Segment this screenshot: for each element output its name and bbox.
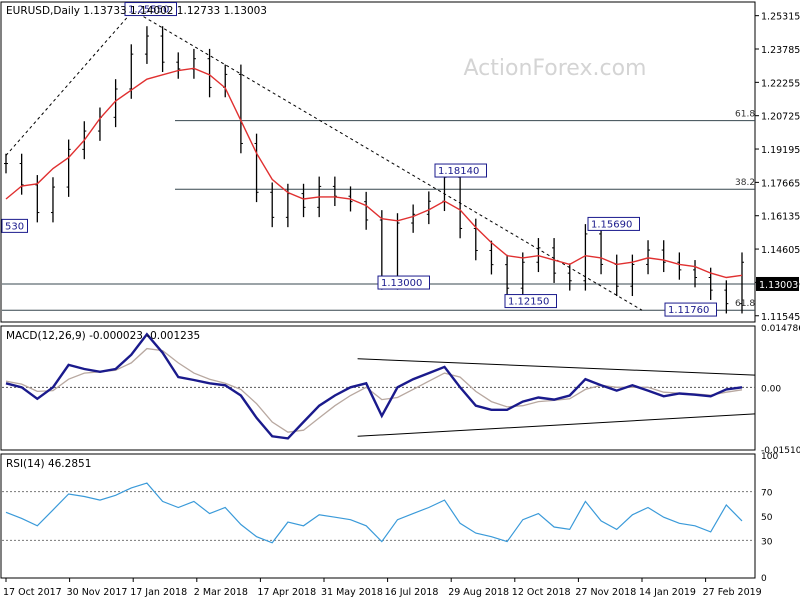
macd-y-tick-label: 0.014786 (761, 324, 800, 334)
x-tick-label: 29 Aug 2018 (448, 587, 509, 598)
macd-header: MACD(12,26,9) -0.000023 -0.001235 (6, 330, 200, 342)
axis-labels-group: 1.25315 1.23785 1.22255 1.20725 1.19195 1.176… (3, 12, 800, 598)
price-y-tick-label: 1.16135 (761, 212, 800, 223)
price-y-tick-label: 1.23785 (761, 45, 800, 56)
rsi-y-tick-label: 50 (761, 513, 773, 523)
rsi-y-tick-label: 100 (761, 452, 778, 462)
x-tick-label: 16 Jul 2018 (385, 587, 439, 598)
price-annotation-label: 1.25550 (128, 5, 169, 16)
x-tick-label: 31 May 2018 (321, 587, 383, 598)
x-tick-label: 12 Oct 2018 (512, 587, 571, 598)
price-y-tick-label: 1.22255 (761, 78, 800, 89)
macd-series-group (2, 332, 756, 440)
price-y-tick-label: 1.19195 (761, 145, 800, 156)
fib-level-label: 38.2 (735, 178, 755, 188)
rsi-y-tick-label: 70 (761, 489, 773, 499)
current-price-label: 1.13003 (759, 280, 798, 291)
watermark: ActionForex.com (464, 56, 647, 81)
macd-trendline (357, 358, 756, 376)
annotations-group: 1.25550 1.18140 1.15690 1.13000 1.12150 1.117… (1, 2, 717, 317)
rsi-line (5, 482, 743, 544)
x-tick-label: 17 Oct 2017 (3, 587, 62, 598)
price-annotation-box (1, 218, 28, 233)
price-trendline (5, 10, 134, 156)
x-tick-label: 2 Mar 2018 (194, 587, 248, 598)
price-annotation-label: 1.15690 (591, 219, 632, 230)
macd-y-tick-label: -0.015107 (761, 446, 800, 456)
price-annotation-label: 1.12150 (508, 297, 549, 308)
price-annotation-box (504, 294, 557, 309)
rsi-panel-frame (0, 453, 756, 579)
x-tick-label: 27 Feb 2019 (703, 587, 762, 598)
price-y-tick-label: 1.25315 (761, 12, 800, 23)
macd-y-tick-label: 0.00 (761, 384, 781, 394)
x-tick-label: 17 Jan 2018 (130, 587, 187, 598)
price-annotation-box (124, 2, 177, 17)
price-annotation-label: 1.18140 (438, 166, 479, 177)
price-annotation-box (434, 163, 487, 178)
price-annotation-label: 1.11760 (668, 305, 709, 316)
rsi-y-tick-label: 30 (761, 537, 773, 547)
macd-line (5, 332, 743, 440)
x-tick-label: 14 Jan 2019 (639, 587, 696, 598)
rsi-series-group (2, 482, 755, 544)
price-annotation-box (587, 216, 640, 231)
price-annotation-box (377, 275, 430, 290)
price-annotation-label: 1.13000 (381, 278, 422, 289)
price-panel-frame (0, 1, 756, 323)
price-y-tick-label: 1.11545 (761, 312, 800, 323)
price-header: EURUSD,Daily 1.13733 1.14002 1.12733 1.1… (6, 5, 267, 17)
price-y-tick-label: 1.14605 (761, 245, 800, 256)
current-price-tag (756, 276, 799, 291)
price-annotation-box (664, 302, 717, 317)
price-annotation-label: 530 (5, 221, 24, 232)
macd-trendline (357, 413, 756, 437)
macd-signal-line (5, 347, 743, 433)
macd-panel-frame (0, 325, 756, 451)
price-y-tick-label: 1.17665 (761, 178, 800, 189)
x-tick-label: 17 Apr 2018 (257, 587, 316, 598)
x-tick-label: 30 Nov 2017 (67, 587, 128, 598)
ema-line (5, 67, 743, 279)
rsi-y-tick-label: 0 (761, 574, 767, 584)
x-tick-label: 27 Nov 2018 (575, 587, 636, 598)
fib-level-label: 61.8 (735, 110, 755, 120)
price-y-tick-label: 1.20725 (761, 112, 800, 123)
fib-level-label: 61.8 (735, 299, 755, 309)
price-series-group (4, 10, 744, 314)
rsi-header: RSI(14) 46.2851 (6, 458, 91, 470)
